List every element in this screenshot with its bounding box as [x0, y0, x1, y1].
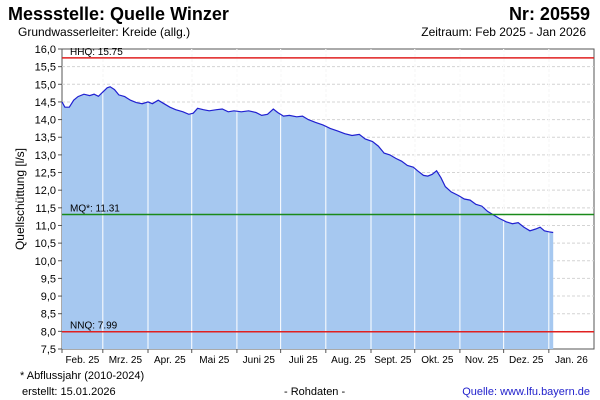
source-link[interactable]: www.lfu.bayern.de — [500, 386, 590, 398]
mq-label: MQ*: 11.31 — [70, 204, 120, 215]
x-tick-label: Juli 25 — [289, 355, 318, 366]
x-tick-label: Mai 25 — [199, 355, 229, 366]
mq-footnote: * Abflussjahr (2010-2024) — [20, 370, 145, 382]
x-tick-label: Jan. 26 — [555, 355, 588, 366]
y-tick-label: 7,5 — [41, 344, 56, 356]
y-tick-label: 14,5 — [35, 97, 56, 109]
y-tick-label: 10,0 — [35, 256, 56, 268]
y-axis-title: Quellschüttung [l/s] — [13, 148, 27, 250]
y-tick-label: 10,5 — [35, 238, 56, 250]
y-tick-label: 8,5 — [41, 309, 56, 321]
x-tick-label: Aug. 25 — [331, 355, 366, 366]
hhq-label: HHQ: 15.75 — [70, 47, 123, 58]
y-tick-label: 15,5 — [35, 62, 56, 74]
period-label: Zeitraum: Feb 2025 - Jan 2026 — [421, 25, 586, 39]
raw-data-label: - Rohdaten - — [284, 386, 346, 398]
x-tick-label: Juni 25 — [243, 355, 276, 366]
x-tick-label: Mrz. 25 — [109, 355, 143, 366]
x-tick-label: Feb. 25 — [65, 355, 99, 366]
source-label: Quelle: — [462, 386, 501, 398]
y-tick-label: 15,0 — [35, 79, 56, 91]
discharge-line — [61, 86, 554, 234]
source-credit: Quelle: www.lfu.bayern.de — [462, 386, 590, 398]
y-tick-label: 9,0 — [41, 291, 56, 303]
y-tick-label: 16,0 — [35, 44, 56, 56]
y-tick-label: 12,0 — [35, 185, 56, 197]
aquifer-label: Grundwasserleiter: Kreide (allg.) — [18, 25, 191, 39]
discharge-area — [62, 86, 554, 350]
y-tick-label: 13,5 — [35, 132, 56, 144]
created-date: erstellt: 15.01.2026 — [22, 386, 116, 398]
x-tick-label: Sept. 25 — [374, 355, 412, 366]
y-tick-label: 12,5 — [35, 168, 56, 180]
y-tick-label: 11,0 — [35, 220, 56, 232]
y-tick-label: 13,0 — [35, 150, 56, 162]
station-number: Nr: 20559 — [508, 4, 590, 24]
y-tick-label: 9,5 — [41, 273, 56, 285]
x-tick-label: Okt. 25 — [421, 355, 454, 366]
x-tick-label: Dez. 25 — [509, 355, 544, 366]
y-tick-label: 8,0 — [41, 326, 56, 338]
station-title: Messstelle: Quelle Winzer — [8, 4, 229, 24]
y-tick-label: 14,0 — [35, 115, 56, 127]
x-tick-label: Apr. 25 — [154, 355, 186, 366]
nnq-label: NNQ: 7.99 — [70, 321, 118, 332]
x-tick-label: Nov. 25 — [465, 355, 499, 366]
y-tick-label: 11,5 — [35, 203, 56, 215]
